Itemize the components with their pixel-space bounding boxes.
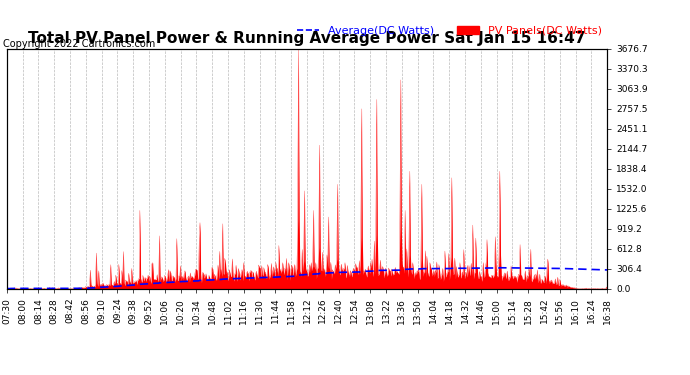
Legend: Average(DC Watts), PV Panels(DC Watts): Average(DC Watts), PV Panels(DC Watts) — [297, 26, 602, 36]
Text: Copyright 2022 Cartronics.com: Copyright 2022 Cartronics.com — [3, 39, 156, 50]
Title: Total PV Panel Power & Running Average Power Sat Jan 15 16:47: Total PV Panel Power & Running Average P… — [28, 31, 586, 46]
